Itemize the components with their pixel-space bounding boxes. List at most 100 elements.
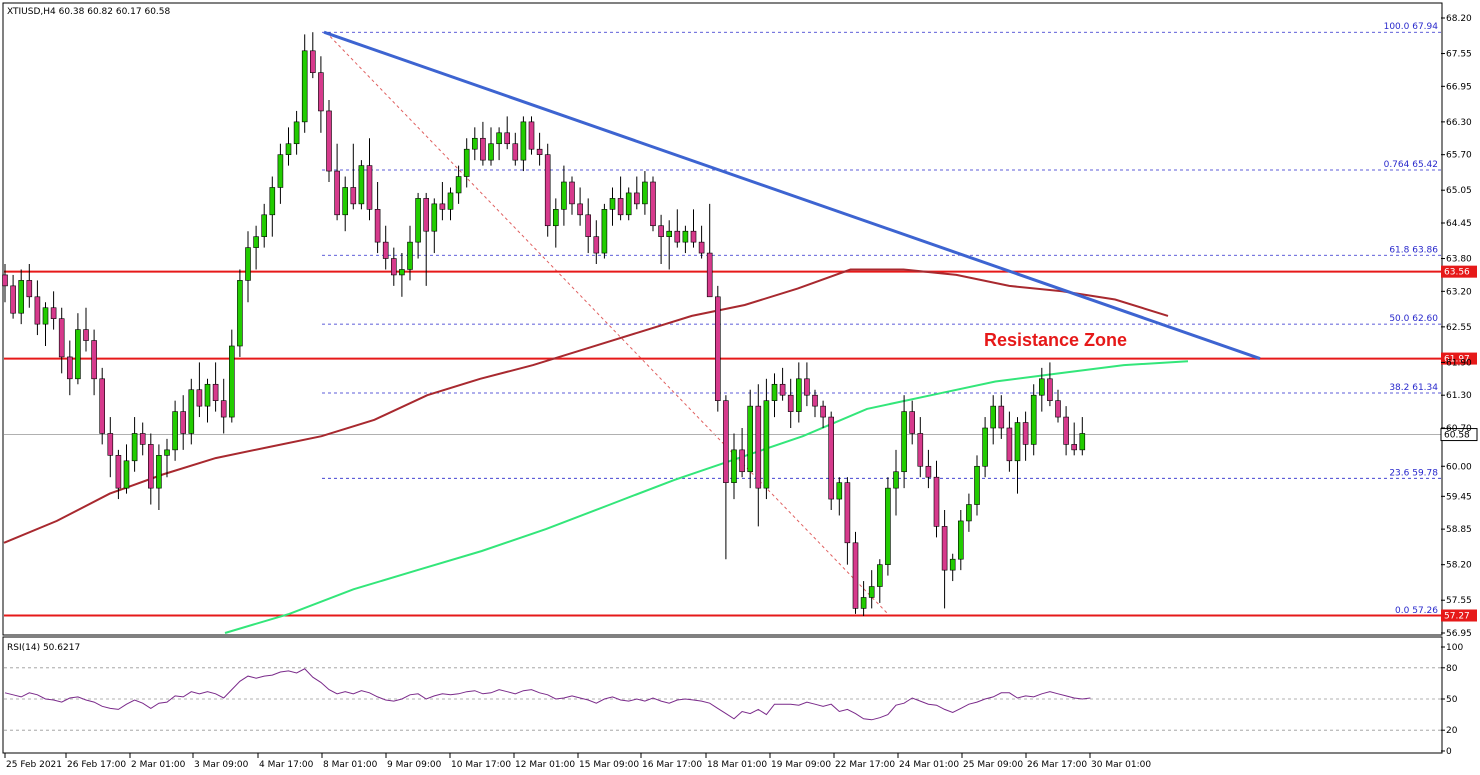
- bull-candle[interactable]: [342, 176, 349, 232]
- bear-candle[interactable]: [58, 307, 65, 374]
- bull-candle[interactable]: [795, 362, 802, 423]
- bear-candle[interactable]: [544, 143, 551, 237]
- bull-candle[interactable]: [974, 455, 980, 516]
- bear-candle[interactable]: [439, 182, 446, 221]
- bull-candle[interactable]: [301, 34, 308, 133]
- bear-candle[interactable]: [99, 367, 105, 445]
- bull-candle[interactable]: [731, 433, 737, 500]
- bear-candle[interactable]: [739, 428, 745, 478]
- bull-candle[interactable]: [277, 143, 284, 204]
- bear-candle[interactable]: [933, 460, 940, 538]
- bull-candle[interactable]: [447, 187, 454, 221]
- bull-candle[interactable]: [1079, 417, 1086, 456]
- bull-candle[interactable]: [293, 110, 300, 155]
- bear-candle[interactable]: [374, 182, 381, 254]
- bear-candle[interactable]: [334, 143, 340, 221]
- bear-candle[interactable]: [804, 362, 810, 407]
- bull-candle[interactable]: [642, 171, 648, 215]
- bear-candle[interactable]: [690, 209, 697, 248]
- bull-candle[interactable]: [488, 127, 494, 166]
- bull-candle[interactable]: [990, 395, 997, 445]
- bull-candle[interactable]: [625, 187, 632, 221]
- bull-candle[interactable]: [1014, 417, 1021, 494]
- bear-candle[interactable]: [139, 422, 146, 456]
- bull-candle[interactable]: [771, 373, 778, 418]
- bear-candle[interactable]: [1071, 422, 1077, 456]
- bull-candle[interactable]: [407, 225, 413, 281]
- bull-candle[interactable]: [131, 417, 138, 472]
- bear-candle[interactable]: [585, 198, 592, 254]
- bull-candle[interactable]: [285, 127, 292, 166]
- bear-candle[interactable]: [309, 32, 316, 79]
- bear-candle[interactable]: [512, 132, 519, 166]
- bull-candle[interactable]: [1039, 367, 1045, 412]
- bear-candle[interactable]: [220, 378, 227, 434]
- bull-candle[interactable]: [172, 400, 178, 461]
- bull-candle[interactable]: [18, 269, 25, 325]
- bull-candle[interactable]: [358, 160, 365, 210]
- bear-candle[interactable]: [148, 433, 154, 505]
- bear-candle[interactable]: [812, 389, 818, 418]
- bull-candle[interactable]: [682, 225, 689, 254]
- bull-candle[interactable]: [747, 389, 754, 489]
- bull-candle[interactable]: [123, 444, 130, 494]
- bear-candle[interactable]: [196, 362, 203, 418]
- bear-candle[interactable]: [107, 417, 114, 478]
- bear-candle[interactable]: [674, 209, 681, 248]
- bull-candle[interactable]: [261, 203, 268, 248]
- bear-candle[interactable]: [909, 400, 916, 445]
- bull-candle[interactable]: [204, 378, 211, 423]
- bull-candle[interactable]: [982, 417, 988, 478]
- bear-candle[interactable]: [755, 384, 762, 527]
- bear-candle[interactable]: [67, 340, 73, 396]
- bear-candle[interactable]: [917, 417, 924, 478]
- bull-candle[interactable]: [455, 165, 462, 204]
- bull-candle[interactable]: [471, 127, 478, 161]
- bear-candle[interactable]: [1063, 406, 1069, 456]
- bull-candle[interactable]: [156, 444, 162, 510]
- bear-candle[interactable]: [998, 395, 1005, 439]
- bear-candle[interactable]: [844, 477, 851, 565]
- bull-candle[interactable]: [949, 553, 956, 582]
- bear-candle[interactable]: [34, 280, 41, 336]
- bear-candle[interactable]: [723, 395, 729, 560]
- bear-candle[interactable]: [26, 264, 33, 308]
- bear-candle[interactable]: [115, 449, 122, 500]
- bear-candle[interactable]: [83, 307, 89, 352]
- bear-candle[interactable]: [593, 220, 600, 264]
- bear-candle[interactable]: [633, 176, 640, 210]
- bear-candle[interactable]: [504, 116, 511, 150]
- bear-candle[interactable]: [390, 247, 397, 286]
- bull-candle[interactable]: [399, 253, 405, 297]
- bull-candle[interactable]: [164, 438, 170, 478]
- bull-candle[interactable]: [1030, 384, 1037, 456]
- bear-candle[interactable]: [617, 176, 624, 221]
- bear-candle[interactable]: [91, 329, 97, 396]
- bear-candle[interactable]: [650, 176, 656, 232]
- bear-candle[interactable]: [714, 285, 721, 412]
- bear-candle[interactable]: [941, 510, 948, 609]
- bull-candle[interactable]: [666, 220, 673, 270]
- bear-candle[interactable]: [423, 192, 430, 286]
- bear-candle[interactable]: [779, 367, 786, 401]
- bear-candle[interactable]: [10, 274, 16, 319]
- bear-candle[interactable]: [536, 132, 543, 166]
- bear-candle[interactable]: [925, 449, 932, 489]
- bull-candle[interactable]: [431, 198, 438, 254]
- bull-candle[interactable]: [601, 203, 608, 259]
- bear-candle[interactable]: [480, 121, 486, 166]
- bear-candle[interactable]: [1055, 389, 1061, 423]
- bear-candle[interactable]: [528, 116, 535, 155]
- bull-candle[interactable]: [901, 395, 907, 489]
- bull-candle[interactable]: [893, 449, 899, 516]
- bull-candle[interactable]: [245, 231, 251, 303]
- bull-candle[interactable]: [763, 378, 770, 500]
- bear-candle[interactable]: [50, 291, 57, 330]
- bear-candle[interactable]: [212, 362, 219, 412]
- bull-candle[interactable]: [269, 176, 276, 237]
- bull-candle[interactable]: [836, 477, 843, 516]
- bull-candle[interactable]: [229, 329, 235, 423]
- bear-candle[interactable]: [820, 400, 826, 428]
- bull-candle[interactable]: [552, 198, 559, 248]
- bear-candle[interactable]: [828, 411, 835, 510]
